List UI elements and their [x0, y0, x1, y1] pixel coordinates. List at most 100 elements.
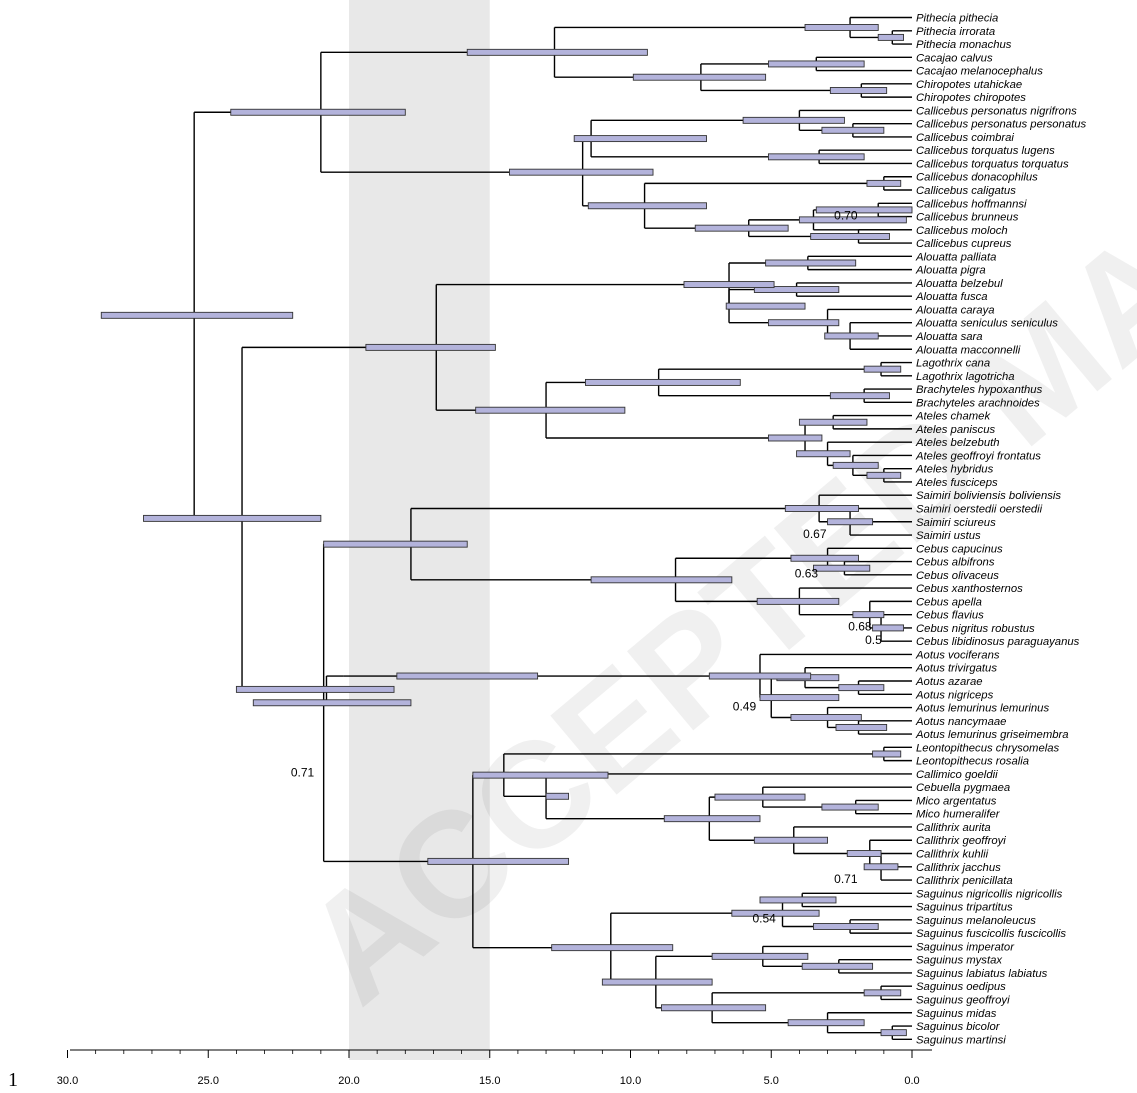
- hpd-bar: [801, 962, 874, 970]
- page-number: 1: [8, 1069, 18, 1091]
- hpd-bar: [230, 108, 406, 116]
- hpd-bar: [835, 723, 888, 731]
- hpd-bar: [683, 281, 775, 289]
- tick-label: 0.0: [904, 1075, 919, 1087]
- hpd-bar: [767, 153, 865, 161]
- hpd-bar: [475, 406, 626, 414]
- taxon-label: Saimiri ustus: [916, 530, 981, 542]
- taxon-label: Leontopithecus rosalia: [916, 756, 1029, 768]
- hpd-bar: [551, 944, 674, 952]
- hpd-bar: [872, 624, 905, 632]
- taxon-label: Saimiri boliviensis boliviensis: [916, 490, 1061, 502]
- taxon-label: Callicebus cupreus: [916, 238, 1012, 250]
- hpd-bar: [756, 597, 840, 605]
- taxon-label: Saguinus melanoleucus: [916, 915, 1036, 927]
- taxon-label: Callicebus coimbrai: [916, 132, 1014, 144]
- taxon-label: Saguinus imperator: [916, 941, 1015, 953]
- support-value: 0.63: [795, 567, 819, 581]
- taxon-label: Mico argentatus: [916, 795, 997, 807]
- hpd-bar: [877, 33, 905, 41]
- taxon-label: Pithecia monachus: [916, 39, 1012, 51]
- hpd-bar: [787, 1019, 865, 1027]
- hpd-bar: [866, 471, 902, 479]
- hpd-bar: [804, 24, 879, 31]
- taxon-label: Aotus vociferans: [915, 649, 1000, 661]
- support-value: 0.49: [733, 699, 757, 713]
- taxon-label: Ateles hybridus: [915, 464, 994, 476]
- taxon-label: Callimico goeldii: [916, 769, 998, 781]
- taxon-label: Aotus nancymaae: [915, 716, 1006, 728]
- hpd-bar: [632, 73, 767, 81]
- taxon-label: Aotus nigriceps: [915, 689, 994, 701]
- taxon-label: Alouatta seniculus seniculus: [915, 318, 1058, 330]
- hpd-bar: [711, 952, 809, 960]
- support-value: 0.71: [834, 872, 858, 886]
- hpd-bar: [872, 750, 902, 758]
- taxon-label: Callithrix penicillata: [916, 875, 1013, 887]
- hpd-bar: [587, 202, 707, 210]
- hpd-bar: [790, 714, 862, 721]
- hpd-bar: [863, 365, 902, 373]
- hpd-bars: [100, 24, 913, 1037]
- support-value: 0.70: [834, 208, 858, 222]
- hpd-bar: [509, 168, 654, 176]
- taxon-label: Leontopithecus chrysomelas: [916, 742, 1060, 754]
- taxon-label: Cebus libidinosus paraguayanus: [916, 636, 1080, 648]
- taxon-label: Cebus albifrons: [916, 557, 995, 569]
- taxon-label: Saguinus martinsi: [916, 1034, 1006, 1046]
- taxon-label: Callithrix aurita: [916, 822, 991, 834]
- hpd-bar: [798, 216, 907, 224]
- hpd-bar: [863, 989, 902, 997]
- taxon-label: Pithecia pithecia: [916, 13, 998, 25]
- taxon-label: Callicebus torquatus torquatus: [916, 158, 1069, 170]
- hpd-bar: [880, 1029, 907, 1037]
- taxon-label: Brachyteles arachnoides: [916, 397, 1040, 409]
- hpd-bar: [815, 206, 913, 214]
- hpd-bar: [396, 672, 539, 680]
- hpd-bar: [765, 259, 857, 267]
- hpd-bar: [852, 611, 885, 619]
- taxon-label: Saguinus bicolor: [916, 1021, 1001, 1033]
- hpd-bar: [714, 793, 806, 801]
- taxon-label: Saguinus midas: [916, 1008, 997, 1020]
- taxon-label: Mico humeralifer: [916, 809, 1001, 821]
- hpd-bar: [767, 319, 840, 327]
- taxon-label: Callithrix kuhlii: [916, 849, 989, 861]
- taxon-label: Alouatta pigra: [915, 265, 986, 277]
- hpd-bar: [427, 857, 570, 865]
- hpd-bar: [813, 564, 871, 572]
- hpd-bar: [866, 179, 902, 187]
- hpd-bar: [798, 418, 868, 426]
- support-labels: 0.70 0.67 0.63 0.680.5 0.49 0.71 0.71 0.54: [291, 208, 882, 925]
- taxon-label: Cacajao melanocephalus: [916, 66, 1043, 78]
- hpd-bar: [813, 923, 879, 930]
- hpd-bar: [694, 224, 789, 232]
- tick-label: 30.0: [57, 1075, 78, 1087]
- taxon-label: Ateles geoffroyi frontatus: [915, 450, 1041, 462]
- taxon-label: Ateles fusciceps: [915, 477, 998, 489]
- taxon-label: Saguinus labiatus labiatus: [916, 968, 1048, 980]
- taxon-label: Saguinus oedipus: [916, 981, 1006, 993]
- hpd-bar: [838, 684, 885, 692]
- taxon-label: Cebus flavius: [916, 610, 984, 622]
- hpd-bar: [767, 434, 823, 442]
- taxon-label: Cebus olivaceus: [916, 570, 999, 582]
- hpd-bar: [235, 685, 395, 693]
- taxon-label: Callicebus caligatus: [916, 185, 1016, 197]
- hpd-bar: [827, 518, 874, 526]
- taxon-label: Ateles paniscus: [915, 424, 995, 436]
- support-value: 0.5: [865, 633, 882, 647]
- taxon-label: Callicebus hoffmannsi: [916, 198, 1027, 210]
- taxon-label: Saimiri oerstedii oerstedii: [916, 503, 1043, 515]
- support-value: 0.68: [848, 620, 872, 634]
- hpd-bar: [759, 694, 840, 702]
- taxon-label: Aotus azarae: [915, 676, 983, 688]
- hpd-bar: [601, 978, 713, 986]
- taxon-label: Aotus lemurinus griseimembra: [915, 729, 1069, 741]
- support-value: 0.67: [803, 527, 827, 541]
- taxon-label: Saguinus mystax: [916, 955, 1002, 967]
- highlight-band: [349, 0, 490, 1060]
- hpd-bar: [472, 771, 609, 779]
- taxon-label: Callicebus personatus personatus: [916, 119, 1087, 131]
- taxon-label: Aotus trivirgatus: [915, 663, 997, 675]
